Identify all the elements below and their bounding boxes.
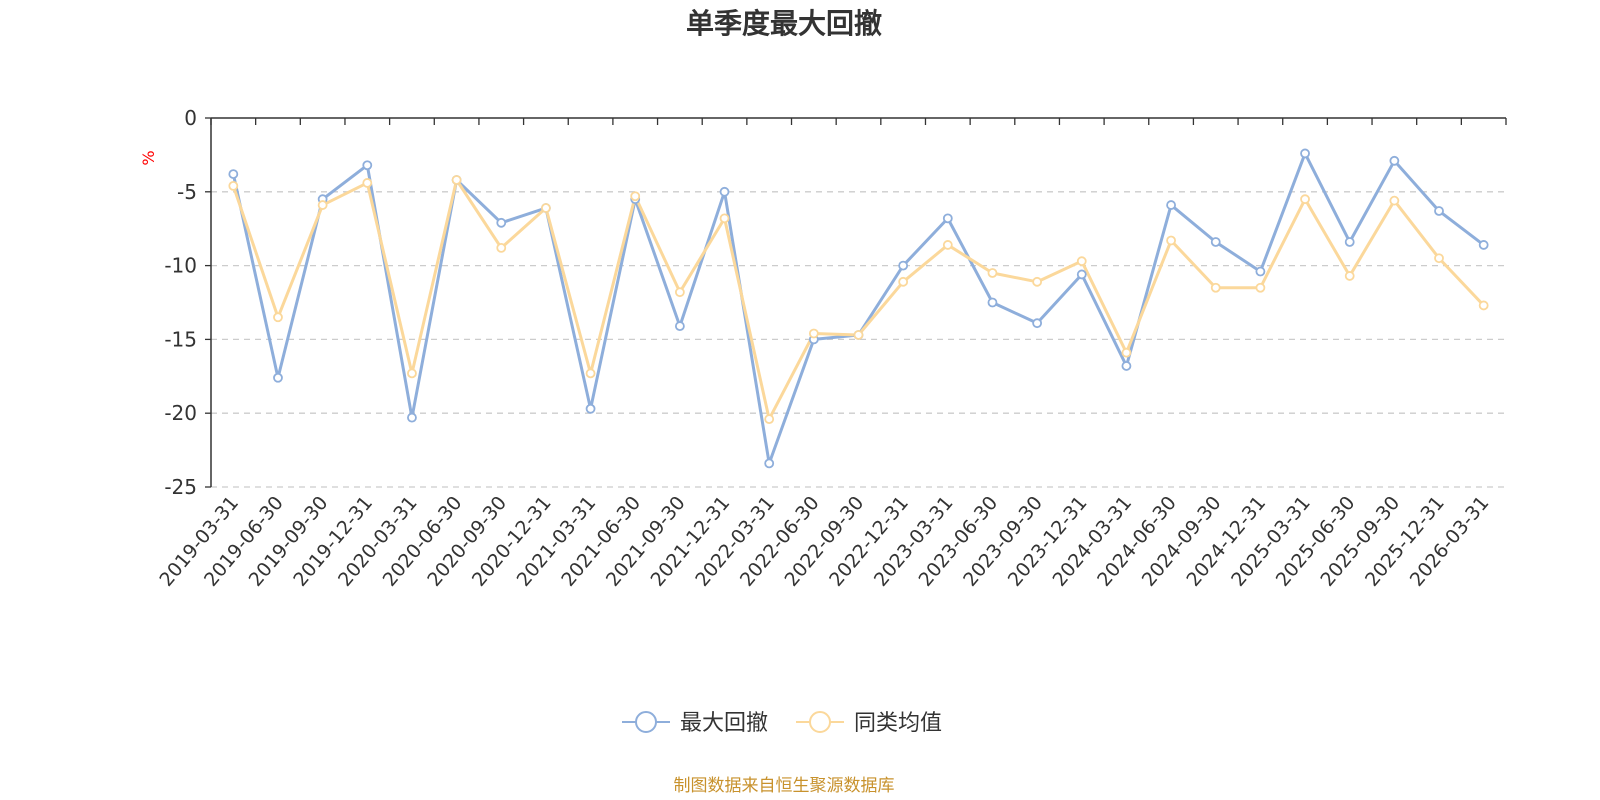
data-point[interactable] [407,368,417,379]
y-tick-label: -25 [164,475,197,499]
data-point[interactable] [1478,300,1489,311]
data-point[interactable] [362,160,373,171]
data-point[interactable] [585,368,596,379]
data-point[interactable] [1434,253,1444,264]
data-point[interactable] [496,242,507,253]
data-point[interactable] [674,287,685,298]
data-point[interactable] [1255,282,1266,293]
data-point[interactable] [630,191,641,202]
data-point[interactable] [1076,269,1087,280]
data-point[interactable] [317,200,328,210]
data-point[interactable] [362,178,373,188]
data-point[interactable] [1121,361,1132,371]
data-point[interactable] [719,186,730,197]
data-point[interactable] [764,414,775,425]
data-point[interactable] [898,276,909,287]
data-point[interactable] [451,175,462,185]
legend-circle-icon [635,711,657,733]
y-tick-label: -5 [177,180,197,204]
legend-item-2[interactable]: 同类均值 [796,711,942,736]
data-point[interactable] [1389,155,1400,166]
data-point[interactable] [1210,237,1221,247]
data-point[interactable] [942,240,953,250]
data-point[interactable] [496,217,507,228]
y-axis-ticks: 0 -5 -10 -15 -20 -25 [164,106,211,499]
data-point[interactable] [228,169,239,179]
data-point[interactable] [1434,206,1444,216]
axes [210,117,1506,487]
y-tick-label: -15 [164,327,197,351]
data-point[interactable] [719,213,730,224]
data-point[interactable] [987,297,998,308]
y-tick-label: 0 [184,106,197,130]
data-point[interactable] [1344,271,1355,281]
legend-label: 同类均值 [854,711,942,736]
data-point[interactable] [987,268,998,278]
legend-item-1[interactable]: 最大回撤 [622,711,768,736]
data-point[interactable] [1166,200,1176,210]
data-point[interactable] [1032,318,1043,329]
y-axis-unit: % [139,150,158,165]
data-point[interactable] [1389,195,1400,206]
data-source-note: 制图数据来自恒生聚源数据库 [674,776,895,796]
data-point[interactable] [1255,266,1266,277]
data-point[interactable] [808,328,819,339]
legend-label: 最大回撤 [680,711,768,736]
data-point[interactable] [1121,347,1132,358]
plot-area [228,148,1489,469]
data-point[interactable] [407,412,417,423]
chart-title: 单季度最大回撤 [686,7,882,40]
data-point[interactable] [764,458,775,469]
data-point[interactable] [1300,194,1310,205]
data-point[interactable] [273,312,283,323]
data-point[interactable] [942,213,953,224]
data-point[interactable] [1210,282,1221,293]
legend-circle-icon [809,711,831,733]
y-tick-label: -20 [164,401,197,425]
data-point[interactable] [228,180,239,191]
series-line-1 [231,151,1485,465]
data-point[interactable] [1032,276,1043,287]
data-point[interactable] [1300,148,1310,159]
data-point[interactable] [273,372,283,383]
data-point[interactable] [1344,237,1355,247]
data-point[interactable] [674,321,685,332]
data-point[interactable] [1478,240,1489,250]
legend: 最大回撤 同类均值 [622,711,942,736]
data-point[interactable] [1166,235,1176,246]
data-point[interactable] [898,260,909,271]
series-line-2 [231,178,1485,421]
data-point[interactable] [853,330,864,340]
data-point[interactable] [1076,256,1087,267]
data-point[interactable] [585,403,596,414]
y-tick-label: -10 [164,254,197,278]
data-point[interactable] [541,203,551,213]
